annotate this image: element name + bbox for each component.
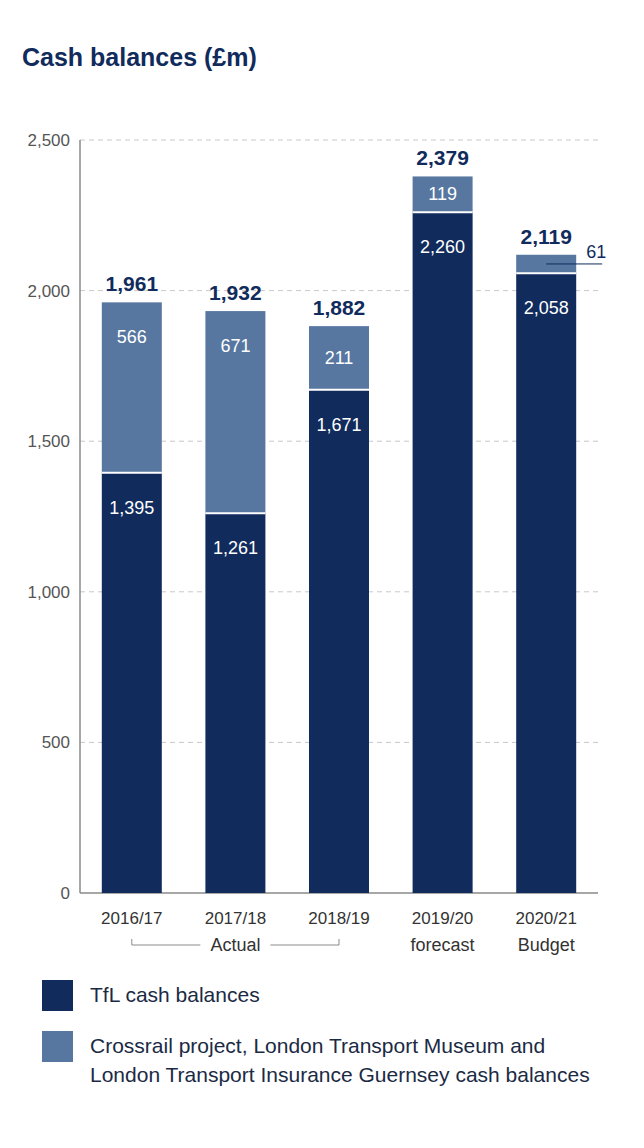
bar-segment <box>102 302 162 472</box>
data-label: 1,671 <box>316 415 361 435</box>
segment-divider <box>102 472 162 474</box>
x-tick-label: 2020/21 <box>515 909 576 928</box>
grid-line <box>80 140 598 141</box>
legend-label: TfL cash balances <box>90 980 600 1009</box>
segment-divider <box>205 512 265 514</box>
y-tick-label: 1,000 <box>27 583 70 602</box>
y-axis <box>79 140 81 893</box>
bar-segment <box>205 311 265 513</box>
data-label: 2,260 <box>420 237 465 257</box>
data-label: 119 <box>428 184 457 204</box>
bar-segment <box>413 176 473 212</box>
group-label: Budget <box>518 935 575 955</box>
group-bracket <box>270 939 339 945</box>
leader-line <box>546 263 602 264</box>
data-label: 1,261 <box>213 538 258 558</box>
group-bracket <box>132 939 201 945</box>
total-label: 1,882 <box>313 296 366 319</box>
title: Cash balances (£m) <box>22 43 257 71</box>
bar-segment <box>309 326 369 390</box>
data-label: 211 <box>325 348 354 368</box>
x-tick-label: 2018/19 <box>308 909 369 928</box>
segment-divider <box>516 272 576 274</box>
legend-swatch <box>42 1031 73 1062</box>
bar-segment <box>102 473 162 893</box>
total-label: 2,119 <box>520 225 571 248</box>
legend-item: TfL cash balances <box>42 980 622 1011</box>
y-tick-label: 0 <box>61 884 70 903</box>
legend: TfL cash balances Crossrail project, Lond… <box>42 980 622 1109</box>
total-label: 2,379 <box>416 146 469 169</box>
legend-label: Crossrail project, London Transport Muse… <box>90 1031 600 1089</box>
y-tick-label: 2,500 <box>27 131 70 150</box>
legend-item: Crossrail project, London Transport Muse… <box>42 1031 622 1089</box>
x-tick-label: 2017/18 <box>205 909 266 928</box>
x-tick-label: 2016/17 <box>101 909 162 928</box>
data-label: 1,395 <box>109 498 154 518</box>
y-tick-label: 2,000 <box>27 282 70 301</box>
data-label: 566 <box>117 327 147 347</box>
legend-swatch <box>42 980 73 1011</box>
segment-divider <box>309 389 369 391</box>
y-tick-label: 500 <box>42 733 70 752</box>
labels: 1,395 566 1,961 1,261 671 1,932 1,671 211 1,882 2… <box>106 146 607 558</box>
bar-segment <box>309 390 369 893</box>
bar-segment <box>205 513 265 893</box>
group-label: Actual <box>210 935 260 955</box>
data-label: 61 <box>586 242 606 262</box>
bar-segment <box>516 273 576 893</box>
group-label: forecast <box>411 935 475 955</box>
y-tick-label: 1,500 <box>27 432 70 451</box>
total-label: 1,932 <box>209 281 262 304</box>
data-label: 671 <box>220 336 250 356</box>
segment-divider <box>413 211 473 213</box>
bars <box>102 176 576 893</box>
total-label: 1,961 <box>106 272 159 295</box>
bar-segment <box>413 212 473 893</box>
x-tick-label: 2019/20 <box>412 909 473 928</box>
data-label: 2,058 <box>524 298 569 318</box>
